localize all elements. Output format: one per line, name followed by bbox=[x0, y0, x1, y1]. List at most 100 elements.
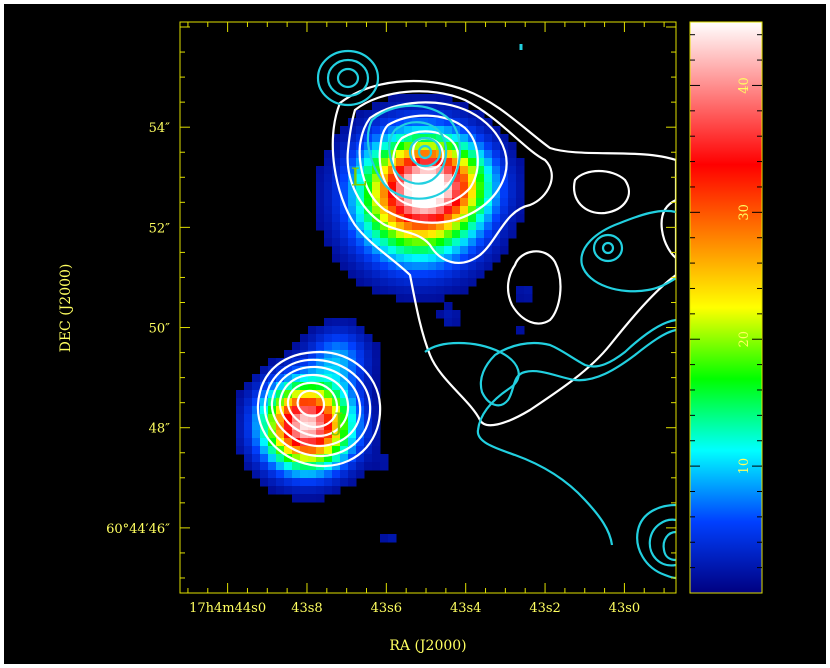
map-pixel bbox=[332, 318, 341, 327]
cyan-contour-se-2 bbox=[648, 518, 676, 567]
map-pixel bbox=[428, 238, 437, 247]
map-pixel bbox=[428, 214, 437, 223]
map-pixel bbox=[516, 174, 525, 183]
map-pixel bbox=[284, 462, 293, 471]
map-pixel bbox=[308, 350, 317, 359]
map-pixel bbox=[340, 454, 349, 463]
map-pixel bbox=[380, 230, 389, 239]
map-pixel bbox=[396, 150, 405, 159]
map-pixel bbox=[372, 358, 381, 367]
map-pixel bbox=[460, 102, 469, 111]
map-pixel bbox=[412, 246, 421, 255]
map-pixel bbox=[356, 454, 365, 463]
map-pixel bbox=[404, 230, 413, 239]
cyan-contour-east-1 bbox=[580, 209, 676, 293]
map-pixel bbox=[380, 246, 389, 255]
map-pixel bbox=[332, 478, 341, 487]
map-pixel bbox=[364, 358, 373, 367]
map-pixel bbox=[332, 470, 341, 479]
map-pixel bbox=[356, 238, 365, 247]
map-pixel bbox=[492, 182, 501, 191]
map-pixel bbox=[452, 238, 461, 247]
map-pixel bbox=[356, 334, 365, 343]
map-pixel bbox=[468, 238, 477, 247]
map-pixel bbox=[468, 158, 477, 167]
map-pixel bbox=[372, 246, 381, 255]
map-pixel bbox=[340, 358, 349, 367]
map-pixel bbox=[364, 246, 373, 255]
map-pixel bbox=[452, 230, 461, 239]
map-pixel bbox=[460, 214, 469, 223]
map-pixel bbox=[348, 326, 357, 335]
map-pixel bbox=[420, 94, 429, 103]
map-pixel bbox=[252, 454, 261, 463]
map-pixel bbox=[492, 206, 501, 215]
map-pixel bbox=[396, 142, 405, 151]
map-pixel bbox=[324, 414, 333, 423]
map-pixel bbox=[356, 326, 365, 335]
map-pixel bbox=[444, 270, 453, 279]
map-pixel bbox=[508, 214, 517, 223]
map-pixel bbox=[492, 222, 501, 231]
map-pixel bbox=[316, 366, 325, 375]
map-pixel bbox=[244, 438, 253, 447]
map-pixel bbox=[460, 278, 469, 287]
map-pixel bbox=[332, 182, 341, 191]
map-pixel bbox=[364, 198, 373, 207]
map-pixel bbox=[428, 118, 437, 127]
map-pixel bbox=[492, 142, 501, 151]
map-pixel bbox=[452, 286, 461, 295]
map-pixel bbox=[452, 270, 461, 279]
map-pixel bbox=[516, 214, 525, 223]
map-pixel bbox=[348, 238, 357, 247]
map-pixel bbox=[348, 262, 357, 271]
map-pixel bbox=[244, 454, 253, 463]
map-pixel bbox=[436, 182, 445, 191]
map-pixel bbox=[324, 334, 333, 343]
map-pixel bbox=[332, 374, 341, 383]
map-pixel bbox=[460, 222, 469, 231]
map-pixel bbox=[332, 358, 341, 367]
map-pixel bbox=[364, 214, 373, 223]
map-pixel bbox=[236, 438, 245, 447]
map-pixel bbox=[404, 246, 413, 255]
map-pixel bbox=[388, 222, 397, 231]
map-pixel bbox=[324, 214, 333, 223]
map-pixel bbox=[436, 198, 445, 207]
map-pixel bbox=[340, 318, 349, 327]
map-pixel bbox=[364, 342, 373, 351]
map-pixel bbox=[404, 182, 413, 191]
map-pixel bbox=[276, 486, 285, 495]
map-pixel bbox=[236, 446, 245, 455]
map-pixel bbox=[468, 246, 477, 255]
map-pixel bbox=[372, 142, 381, 151]
map-pixel bbox=[348, 358, 357, 367]
map-pixel bbox=[516, 286, 525, 295]
map-pixel bbox=[412, 222, 421, 231]
map-pixel bbox=[244, 414, 253, 423]
map-pixel bbox=[308, 454, 317, 463]
map-pixel bbox=[252, 398, 261, 407]
map-pixel bbox=[372, 422, 381, 431]
map-pixel bbox=[324, 486, 333, 495]
map-pixel bbox=[444, 190, 453, 199]
map-pixel bbox=[332, 334, 341, 343]
map-pixel bbox=[484, 214, 493, 223]
map-pixel bbox=[468, 198, 477, 207]
map-pixel bbox=[316, 358, 325, 367]
map-pixel bbox=[372, 238, 381, 247]
map-pixel bbox=[308, 326, 317, 335]
map-pixel bbox=[348, 414, 357, 423]
map-pixel bbox=[516, 182, 525, 191]
cyan-contour-ne-2 bbox=[326, 58, 370, 98]
map-pixel bbox=[340, 326, 349, 335]
map-pixel bbox=[324, 406, 333, 415]
map-pixel bbox=[444, 254, 453, 263]
map-pixel bbox=[508, 198, 517, 207]
colorbar: 10 20 30 40 bbox=[689, 21, 763, 594]
map-pixel bbox=[372, 230, 381, 239]
map-pixel bbox=[404, 206, 413, 215]
map-pixel bbox=[252, 462, 261, 471]
map-pixel bbox=[500, 206, 509, 215]
map-pixel bbox=[364, 278, 373, 287]
